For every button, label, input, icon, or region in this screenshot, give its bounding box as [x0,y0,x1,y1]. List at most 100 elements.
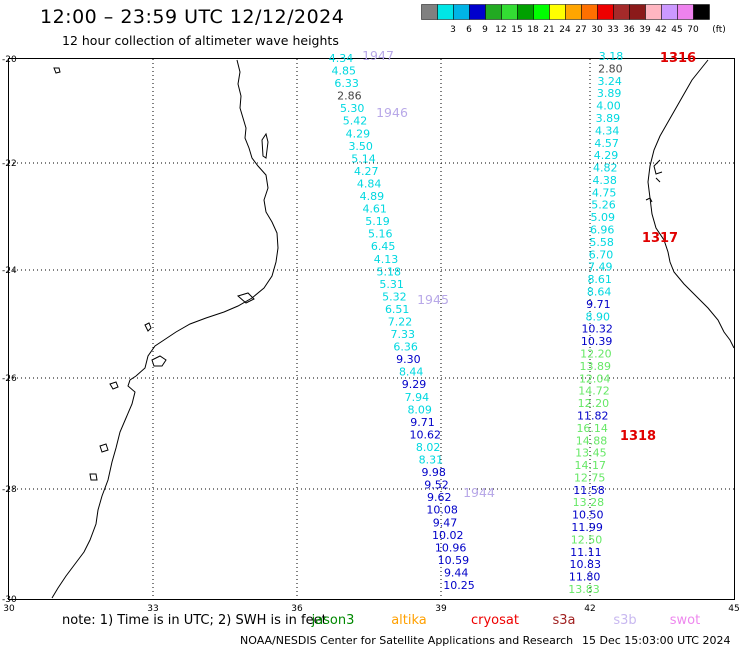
map-frame [8,58,735,600]
legend-label: 18 [527,25,539,35]
wave-height-value: 8.61 [587,273,612,286]
pass-number: 1944 [463,485,495,500]
latitude-label: -26 [2,374,17,384]
wave-height-value: 12.20 [580,348,612,361]
units-note: note: 1) Time is in UTC; 2) SWH is in fe… [62,613,327,628]
wave-height-value: 3.24 [597,75,622,88]
wave-height-value: 3.89 [596,112,621,125]
madagascar-coastline [647,59,735,349]
wave-height-value: 4.89 [360,190,385,203]
wave-height-value: 9.52 [424,479,449,492]
west-altimeter-track: 4.344.856.332.865.305.424.293.505.144.27… [329,52,475,592]
wave-height-value: 8.90 [586,310,611,323]
wave-height-value: 10.08 [426,504,458,517]
track-number: 1317 [642,231,678,246]
wave-height-value: 7.22 [388,316,413,329]
latitude-label: -30 [2,595,17,605]
wave-height-value: 11.99 [571,521,603,534]
footer-timestamp: 15 Dec 15:03:00 UTC 2024 [582,634,730,647]
legend-label: 42 [655,25,666,35]
wave-height-value: 12.20 [578,397,610,410]
pass-number: 1945 [417,292,449,307]
legend-label: 9 [482,25,488,35]
lake-shape-2 [236,292,255,304]
inhaca-island [144,322,152,332]
satellite-legend: jason3 altika cryosat s3a s3b swot [311,613,701,628]
satellite-name: jason3 [311,613,355,628]
graticule [9,59,734,599]
wave-height-value: 11.58 [573,484,605,497]
wave-height-value: 8.31 [419,454,444,467]
legend-swatch [693,4,710,20]
wave-height-value: 9.44 [444,567,469,580]
legend-label: 27 [575,25,586,35]
longitude-label: 45 [728,604,739,614]
wave-height-value: 8.09 [407,403,432,416]
wave-height-value: 3.18 [599,50,624,63]
legend-label: 15 [511,25,522,35]
wave-height-value: 4.82 [593,162,618,175]
wave-height-value: 10.32 [581,323,613,336]
satellite-name: s3a [552,613,575,628]
satellite-pass-labels: 1947 1946 1945 1944 1316 1317 1318 [362,48,696,500]
legend-unit: (ft) [712,25,726,35]
legend-label: 33 [607,25,618,35]
satellite-name: s3b [613,613,636,628]
wave-height-value: 8.64 [587,286,612,299]
wave-height-value: 9.98 [421,466,446,479]
wave-height-value: 10.62 [410,428,442,441]
wave-height-value: 14.72 [578,385,610,398]
wave-height-value: 13.83 [568,583,600,596]
wave-height-value: 9.29 [402,378,427,391]
wave-height-value: 10.25 [443,579,475,592]
wave-height-value: 4.85 [332,65,357,78]
wave-height-value: 12.75 [574,471,606,484]
wave-height-value: 4.38 [592,174,617,187]
wave-height-value: 6.33 [334,77,359,90]
wave-height-value: 11.11 [570,546,602,559]
wave-height-value: 7.49 [588,261,613,274]
satellite-name: cryosat [471,613,519,628]
wave-height-value: 5.31 [379,278,404,291]
wave-height-value: 16.14 [576,422,608,435]
wave-height-value: 9.47 [433,516,458,529]
wave-height-value: 5.32 [382,290,407,303]
wave-height-value: 5.42 [343,115,368,128]
small-island [53,67,61,74]
wave-height-value: 13.28 [573,496,605,509]
wave-height-value: 5.30 [340,102,365,115]
latitude-label: -28 [2,485,17,495]
wave-height-value: 9.30 [396,353,421,366]
wave-height-value: 4.34 [595,124,620,137]
wave-height-value: 5.09 [591,211,616,224]
wave-height-value: 2.80 [598,62,623,75]
madagascar-detail [645,159,663,203]
wave-height-value: 4.75 [592,186,617,199]
wave-height-value: 11.82 [577,410,609,423]
legend-label: 30 [591,25,603,35]
wave-height-value: 10.83 [570,558,602,571]
wave-height-value: 5.14 [351,152,376,165]
wave-height-value: 11.80 [569,571,601,584]
wave-height-value: 6.36 [393,341,418,354]
legend-label: 3 [450,25,456,35]
wave-height-value: 3.50 [348,140,373,153]
wave-height-value: 4.13 [374,253,399,266]
wave-height-value: 5.16 [368,228,393,241]
wave-height-value: 13.45 [575,447,607,460]
africa-coastline [51,59,279,599]
wave-height-value: 5.18 [377,265,402,278]
wave-height-value: 7.33 [391,328,416,341]
footer-org: NOAA/NESDIS Center for Satellite Applica… [240,634,573,647]
legend-label: 70 [687,25,699,35]
lake-shape [151,355,167,367]
wave-height-value: 5.58 [589,236,614,249]
satellite-name: swot [670,613,700,628]
wave-height-value: 6.96 [590,224,615,237]
lake-shape-3 [109,381,119,390]
wave-height-value: 4.27 [354,165,379,178]
wave-height-value: 10.96 [435,541,467,554]
wave-height-value: 6.51 [385,303,410,316]
wave-height-value: 14.88 [576,434,608,447]
